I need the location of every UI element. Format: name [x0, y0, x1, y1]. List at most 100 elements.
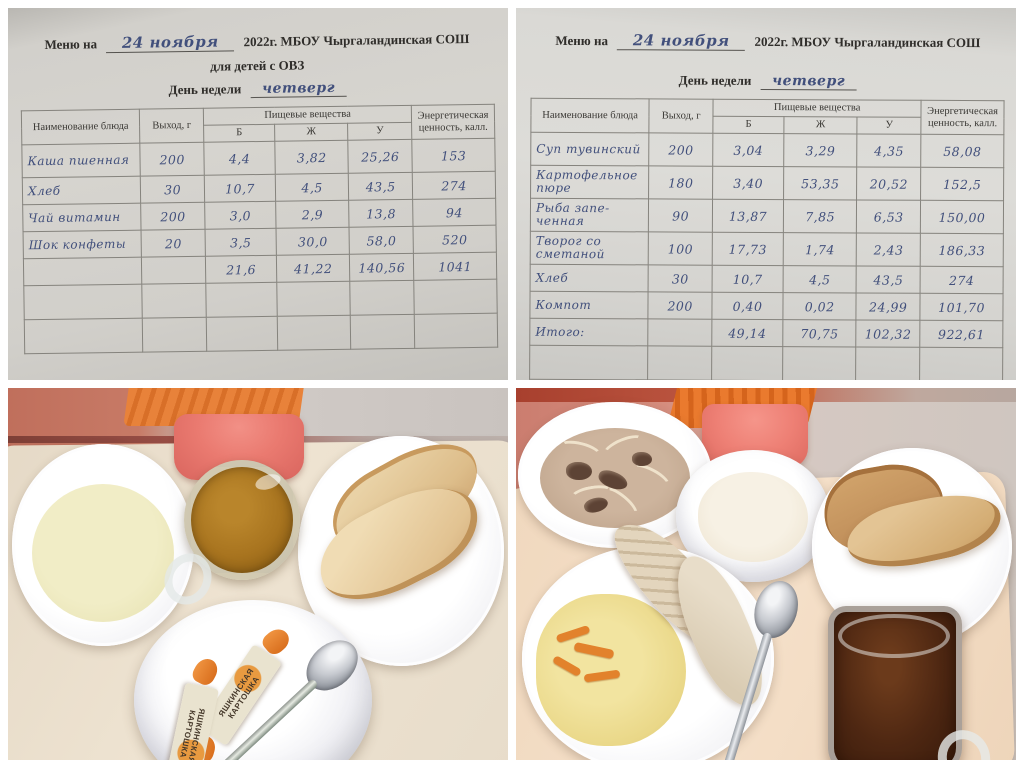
col-fat: Ж: [274, 123, 349, 142]
col-nutrients: Пищевые вещества: [713, 99, 922, 118]
col-protein: Б: [712, 116, 785, 134]
compote-glass: [828, 606, 998, 760]
output-cell: 200: [140, 142, 205, 177]
milk-porridge: [32, 484, 174, 622]
carbs-cell: 58,0: [349, 226, 414, 255]
fat-cell: 3,82: [274, 140, 349, 175]
energy-cell: 922,61: [919, 320, 1003, 348]
carbs-cell: 13,8: [348, 199, 414, 228]
col-fat: Ж: [783, 116, 858, 135]
energy-cell: 152,5: [920, 167, 1004, 201]
doc-title-line: Меню на 24 ноября 2022г. МБОУ Чыргаланди…: [531, 31, 1005, 52]
protein-cell: 0,40: [712, 292, 784, 320]
carbs-cell: 43,5: [856, 266, 921, 294]
fat-cell: 41,22: [276, 254, 351, 283]
col-energy: Энергетическая ценность, калл.: [921, 100, 1005, 135]
dish-cell: Хлеб: [22, 176, 141, 205]
dish-cell: Картофельное пюре: [530, 165, 649, 200]
paper-sheet: Меню на 24 ноября 2022г. МБОУ Чыргаланди…: [529, 31, 1005, 380]
col-carbs: У: [347, 122, 412, 141]
lunch-tray-photo: [516, 388, 1016, 760]
noodle: [556, 436, 604, 466]
energy-cell: 58,08: [920, 134, 1004, 168]
protein-cell: 3,5: [205, 228, 277, 257]
soup-broth: [540, 428, 690, 528]
carbs-cell: 102,32: [856, 320, 921, 348]
menu-title-prefix: Меню на: [555, 32, 609, 49]
fat-cell: 3,29: [783, 133, 858, 168]
menu-document-main: Меню на 24 ноября 2022г. МБОУ Чыргаланди…: [516, 8, 1016, 380]
protein-cell: 49,14: [711, 319, 783, 347]
energy-cell: 274: [920, 266, 1004, 294]
energy-cell: 1041: [413, 252, 497, 281]
col-output: Выход, г: [139, 108, 204, 144]
breakfast-tray-photo: ЯШКИНСКАЯ КАРТОШКА ЯШКИНСКАЯ КАРТОШКА: [8, 388, 508, 760]
fat-cell: 0,02: [782, 292, 857, 321]
cottage-cheese-with-sour-cream: [698, 472, 808, 562]
col-output: Выход, г: [649, 98, 714, 134]
fat-cell: 53,35: [783, 166, 858, 201]
paper-sheet: Меню на 24 ноября 2022г. МБОУ Чыргаланди…: [20, 29, 498, 355]
table-header-row: Наименование блюда Выход, г Пищевые веще…: [530, 98, 1005, 135]
energy-cell: 274: [412, 171, 496, 200]
output-cell: [648, 319, 713, 347]
handwritten-weekday: четверг: [250, 79, 347, 99]
carbs-cell: 20,52: [856, 167, 921, 201]
carbs-cell: 2,43: [856, 233, 921, 267]
weekday-label: День недели: [168, 81, 242, 98]
carbs-cell: 6,53: [856, 200, 921, 234]
fat-cell: 7,85: [783, 199, 857, 234]
output-cell: 200: [648, 292, 713, 320]
output-cell: [141, 256, 206, 285]
dish-cell: Чай витамин: [22, 203, 142, 232]
protein-cell: 10,7: [712, 265, 784, 293]
protein-cell: 4,4: [203, 141, 276, 176]
carbs-cell: 43,5: [348, 172, 413, 201]
energy-cell: 520: [413, 225, 497, 254]
dish-cell: Каша пшенная: [21, 143, 141, 178]
meat-piece: [632, 452, 652, 466]
dish-cell: Суп тувинский: [530, 132, 650, 167]
meat-piece: [566, 462, 592, 480]
menu-document-ovz: Меню на 24 ноября 2022г. МБОУ Чыргаланди…: [8, 8, 508, 380]
col-dish: Наименование блюда: [21, 109, 141, 145]
totals-row: Итого: 49,14 70,75 102,32 922,61: [529, 318, 1003, 348]
menu-title-suffix: 2022г. МБОУ Чыргаландинская СОШ: [754, 33, 981, 51]
fat-cell: 30,0: [276, 227, 350, 256]
dish-cell: Хлеб: [530, 264, 649, 293]
handwritten-date: 24 ноября: [617, 31, 746, 51]
energy-cell: 153: [411, 138, 496, 173]
protein-cell: 21,6: [205, 255, 277, 284]
col-protein: Б: [203, 124, 275, 143]
fat-cell: 2,9: [275, 200, 350, 229]
table-row: Суп тувинский 200 3,04 3,29 4,35 58,08: [530, 132, 1004, 168]
empty-row: [24, 313, 498, 354]
fat-cell: 4,5: [783, 265, 857, 294]
weekday-line: День недели четверг: [20, 78, 494, 102]
handwritten-date: 24 ноября: [106, 32, 235, 54]
energy-cell: 150,00: [920, 200, 1004, 234]
protein-cell: 3,04: [712, 133, 784, 167]
fat-cell: 1,74: [783, 232, 857, 267]
protein-cell: 10,7: [204, 174, 276, 203]
weekday-line: День недели четверг: [531, 72, 1005, 91]
carbs-cell: 25,26: [348, 139, 413, 174]
dish-cell: Рыба запе- ченная: [530, 198, 649, 233]
dish-cell: Творог со сметаной: [530, 231, 649, 266]
empty-row: [529, 345, 1003, 380]
carbs-cell: 4,35: [857, 134, 922, 168]
noodle: [626, 458, 674, 496]
output-cell: 100: [648, 232, 713, 266]
output-cell: 200: [648, 133, 713, 167]
col-carbs: У: [857, 117, 922, 135]
protein-cell: 3,40: [712, 166, 784, 200]
handwritten-weekday: четверг: [760, 72, 857, 91]
milk-porridge-bowl: [12, 444, 194, 646]
dish-cell: Компот: [529, 291, 649, 320]
output-cell: 30: [648, 265, 713, 293]
fat-cell: 70,75: [782, 319, 857, 348]
output-cell: 30: [140, 175, 205, 204]
output-cell: 200: [140, 202, 206, 231]
table-row: Рыба запе- ченная 90 13,87 7,85 6,53 150…: [530, 198, 1004, 234]
candy-wrapper-twist: [189, 654, 222, 689]
